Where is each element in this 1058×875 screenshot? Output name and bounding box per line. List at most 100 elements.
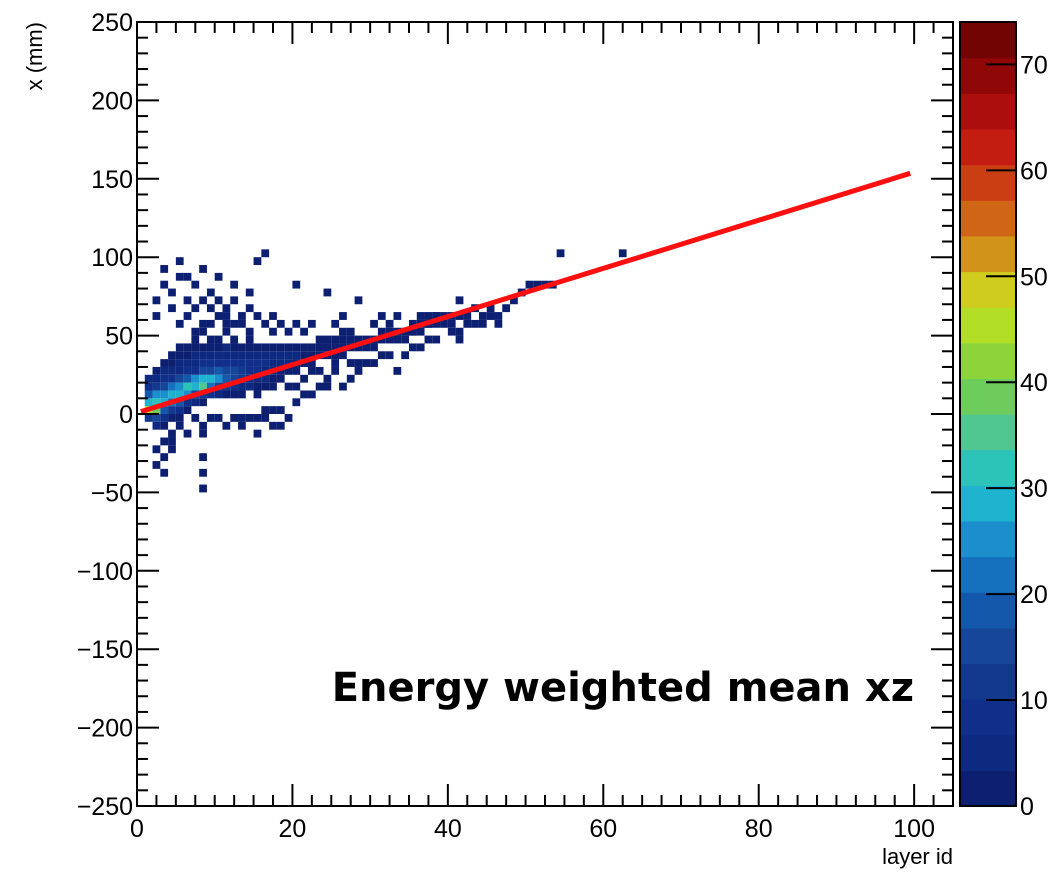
heatmap-bin	[455, 327, 464, 336]
colorbar-segment	[960, 342, 1016, 379]
colorbar	[960, 22, 1016, 807]
heatmap-bin	[253, 414, 262, 422]
heatmap-bin	[222, 390, 231, 399]
heatmap-bin	[331, 366, 340, 375]
heatmap-bin	[261, 343, 270, 352]
heatmap-bin	[276, 351, 285, 360]
heatmap-bin	[222, 343, 231, 352]
heatmap-bin	[191, 343, 200, 352]
heatmap-bin	[424, 335, 433, 344]
x-tick-label: 0	[130, 815, 144, 843]
heatmap-bin	[191, 398, 200, 407]
heatmap-bin	[206, 319, 215, 328]
heatmap-bin	[199, 343, 207, 352]
heatmap-bin	[183, 429, 192, 438]
heatmap-bin	[214, 272, 223, 281]
heatmap-bin	[401, 351, 409, 360]
heatmap-bin	[385, 351, 394, 360]
y-tick-label: −150	[77, 636, 133, 664]
heatmap-bin	[222, 359, 231, 367]
heatmap-bin	[525, 280, 534, 289]
x-axis: 0 20 40 60 80 100	[130, 22, 954, 843]
y-tick-label: 100	[91, 244, 133, 272]
heatmap-bin	[152, 312, 161, 320]
colorbar-tick-label: 70	[1020, 51, 1048, 79]
heatmap-bin	[331, 319, 340, 328]
heatmap-bin	[409, 319, 417, 328]
heatmap-bin	[276, 359, 285, 367]
heatmap-bin	[253, 312, 262, 320]
heatmap-bin	[168, 366, 176, 375]
heatmap-bin	[175, 319, 184, 328]
heatmap-bin	[276, 421, 285, 430]
heatmap-bin	[346, 327, 355, 336]
colorbar-segment	[960, 734, 1016, 771]
y-tick-label: −250	[77, 793, 133, 821]
heatmap-bin	[222, 351, 231, 360]
heatmap-bin	[269, 351, 277, 360]
heatmap-bin	[160, 374, 169, 383]
heatmap-bin	[183, 398, 192, 407]
heatmap-bin	[222, 304, 231, 313]
heatmap-bin	[206, 288, 215, 297]
heatmap-bin	[494, 312, 503, 320]
heatmap-bin	[307, 390, 316, 399]
x-tick-label: 100	[893, 815, 935, 843]
y-tick-label: 0	[119, 401, 133, 429]
heatmap-bin	[230, 280, 239, 289]
heatmap-bin	[393, 335, 402, 344]
heatmap-bin	[168, 429, 176, 438]
heatmap-bin	[238, 359, 246, 367]
heatmap-bin	[269, 421, 277, 430]
heatmap-bin	[284, 327, 293, 336]
heatmap-bin	[284, 359, 293, 367]
heatmap-bin	[269, 374, 277, 383]
colorbar-segment	[960, 556, 1016, 593]
heatmap-bin	[346, 359, 355, 367]
heatmap-bin	[409, 343, 417, 352]
heatmap-bin	[144, 374, 153, 383]
heatmap-bin	[331, 343, 340, 352]
heatmap-bin	[222, 327, 231, 336]
heatmap-bin	[276, 406, 285, 414]
heatmap-bin	[152, 445, 161, 454]
heatmap-bin	[346, 374, 355, 383]
heatmap-bin	[152, 461, 161, 469]
heatmap-bin	[175, 398, 184, 407]
heatmap-bin	[424, 312, 433, 320]
heatmap-bin	[206, 390, 215, 399]
heatmap-bin	[199, 429, 207, 438]
heatmap-bin	[199, 468, 207, 477]
heatmap-bin	[362, 359, 371, 367]
heatmap-bin	[245, 366, 254, 375]
heatmap-bin	[354, 335, 363, 344]
colorbar-tick-label: 30	[1020, 475, 1048, 503]
heatmap-bin	[214, 390, 223, 399]
heatmap-bin	[160, 390, 169, 399]
heatmap-bin	[230, 319, 239, 328]
heatmap-bin	[393, 366, 402, 375]
heatmap-bin	[455, 296, 464, 305]
heatmap-bin	[284, 382, 293, 391]
heatmap-bin	[339, 351, 347, 360]
heatmap-bin	[300, 374, 308, 383]
heatmap-bin	[276, 343, 285, 352]
heatmap-bin	[292, 366, 301, 375]
heatmap-bin	[618, 249, 627, 258]
heatmap-bin	[168, 406, 176, 414]
heatmap-bin	[199, 453, 207, 462]
heatmap-bin	[206, 351, 215, 360]
heatmap-bin	[183, 366, 192, 375]
heatmap-bin	[261, 382, 270, 391]
heatmap-bin	[199, 327, 207, 336]
y-tick-label: −100	[77, 558, 133, 586]
heatmap-bin	[175, 343, 184, 352]
heatmap-bin	[401, 335, 409, 344]
heatmap-bin	[168, 288, 176, 297]
heatmap-bin	[284, 351, 293, 360]
heatmap-bin	[175, 272, 184, 281]
heatmap-bin	[183, 296, 192, 305]
heatmap-bin	[533, 280, 542, 289]
heatmap-bin	[191, 280, 200, 289]
heatmap-bin	[183, 351, 192, 360]
